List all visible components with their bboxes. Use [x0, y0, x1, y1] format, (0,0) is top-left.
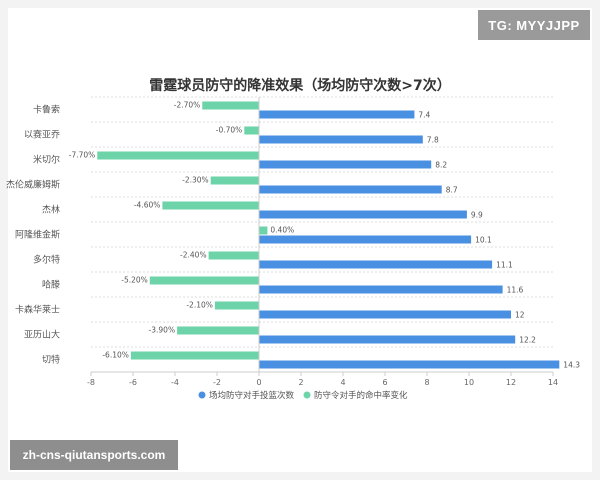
- bar-shot-attempts: [259, 160, 432, 169]
- tick-label: 14: [548, 378, 558, 387]
- category-label: 卡森华莱士: [15, 304, 60, 316]
- data-label: 8.2: [435, 161, 447, 170]
- data-label: 11.1: [496, 261, 513, 270]
- bar-accuracy-change: [214, 301, 259, 310]
- category-label: 亚历山大: [24, 329, 60, 341]
- bar-accuracy-change: [162, 201, 259, 210]
- data-label: -4.60%: [134, 201, 161, 210]
- data-label: -0.70%: [216, 126, 243, 135]
- data-label: 11.6: [507, 286, 524, 295]
- bar-accuracy-change: [208, 251, 259, 260]
- bar-shot-attempts: [259, 260, 493, 269]
- legend-label[interactable]: 防守令对手的命中率变化: [314, 390, 408, 401]
- category-label: 哈滕: [42, 279, 60, 291]
- tick-label: 2: [298, 378, 303, 387]
- data-label: -2.40%: [180, 251, 207, 260]
- data-label: 10.1: [475, 236, 492, 245]
- chart-title: 雷霆球员防守的降准效果（场均防守次数>7次）: [149, 77, 450, 94]
- bar-shot-attempts: [259, 335, 516, 344]
- tick-label: 12: [506, 378, 516, 387]
- data-label: 12.2: [519, 336, 536, 345]
- bar-shot-attempts: [259, 110, 415, 119]
- watermark: zh-cns-qiutansports.com: [10, 440, 178, 470]
- data-label: -7.70%: [69, 151, 96, 160]
- tick-label: 4: [340, 378, 345, 387]
- category-label: 阿隆维金斯: [15, 229, 60, 241]
- data-label: 0.40%: [270, 226, 294, 235]
- tick-label: -2: [213, 378, 221, 387]
- category-label: 以赛亚乔: [24, 129, 60, 141]
- bar-accuracy-change: [210, 176, 259, 185]
- data-label: -3.90%: [149, 326, 176, 335]
- tick-label: -8: [87, 378, 95, 387]
- data-label: -5.20%: [121, 276, 148, 285]
- category-label: 卡鲁索: [33, 104, 60, 116]
- bar-shot-attempts: [259, 235, 472, 244]
- data-label: 9.9: [471, 211, 483, 220]
- category-label: 多尔特: [33, 254, 60, 266]
- tick-label: -6: [129, 378, 137, 387]
- bar-accuracy-change: [244, 126, 259, 135]
- data-label: -6.10%: [102, 351, 129, 360]
- telegram-badge: TG: MYYJJPP: [478, 10, 590, 40]
- tick-label: -4: [171, 378, 179, 387]
- bar-accuracy-change: [149, 276, 259, 285]
- category-label: 杰林: [42, 204, 60, 216]
- bar-shot-attempts: [259, 135, 423, 144]
- data-label: 14.3: [563, 361, 580, 370]
- bar-shot-attempts: [259, 360, 560, 369]
- category-label: 切特: [42, 354, 60, 366]
- bar-accuracy-change: [97, 151, 259, 160]
- data-label: 7.8: [427, 136, 439, 145]
- bar-shot-attempts: [259, 185, 442, 194]
- data-label: -2.70%: [174, 101, 201, 110]
- bar-shot-attempts: [259, 285, 503, 294]
- data-label: 8.7: [446, 186, 458, 195]
- bar-shot-attempts: [259, 210, 467, 219]
- data-label: 7.4: [418, 111, 430, 120]
- tick-label: 10: [464, 378, 474, 387]
- category-label: 米切尔: [33, 154, 60, 166]
- bar-accuracy-change: [259, 226, 268, 235]
- tick-label: 8: [424, 378, 429, 387]
- tick-label: 6: [382, 378, 387, 387]
- bar-shot-attempts: [259, 310, 511, 319]
- legend-marker[interactable]: [303, 391, 311, 399]
- bar-accuracy-change: [202, 101, 259, 110]
- bar-accuracy-change: [130, 351, 259, 360]
- legend-marker[interactable]: [198, 391, 206, 399]
- data-label: -2.10%: [186, 301, 213, 310]
- category-label: 杰伦威廉姆斯: [6, 179, 60, 191]
- data-label: 12: [515, 311, 525, 320]
- legend-label[interactable]: 场均防守对手投篮次数: [209, 390, 295, 401]
- data-label: -2.30%: [182, 176, 209, 185]
- tick-label: 0: [256, 378, 261, 387]
- bar-accuracy-change: [177, 326, 259, 335]
